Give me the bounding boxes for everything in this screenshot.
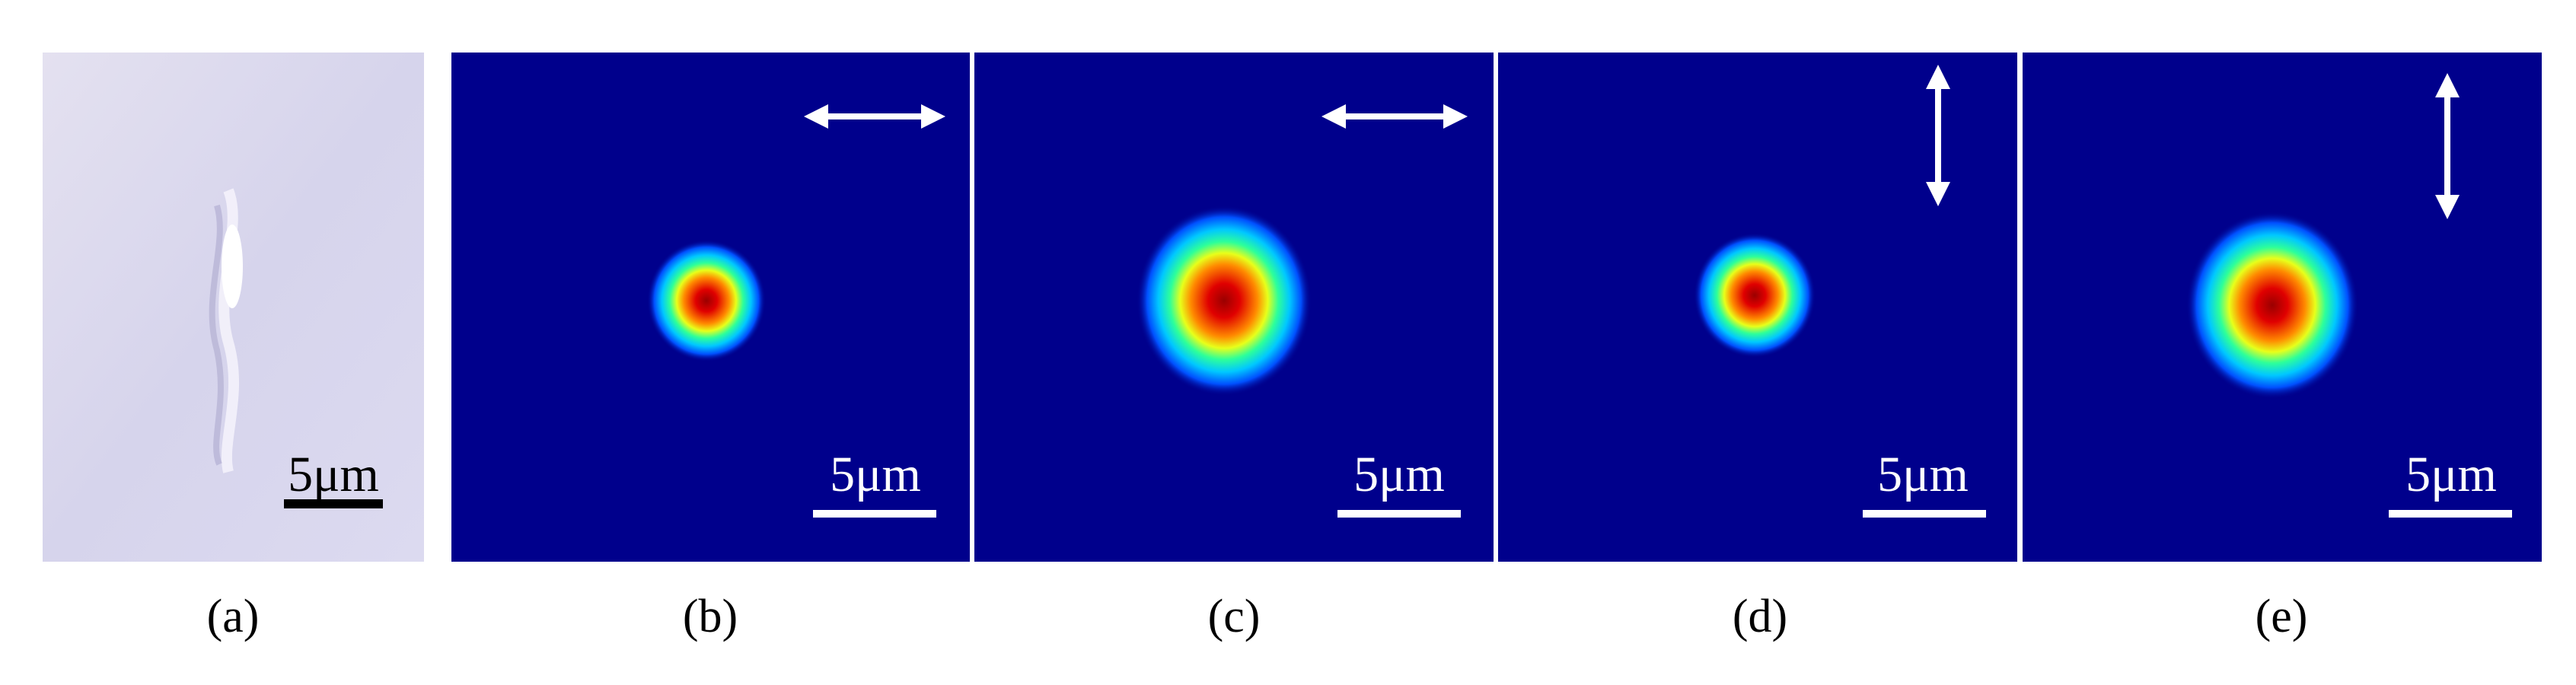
scale-bar xyxy=(1337,510,1461,518)
defect-shadow xyxy=(209,204,224,466)
panel-b: 5μm (b) xyxy=(451,53,970,642)
panel-label: (a) xyxy=(207,591,260,642)
scale-bar-label: 5μm xyxy=(288,447,379,502)
panel-label: (b) xyxy=(683,591,738,642)
scale-bar-label: 5μm xyxy=(830,447,921,502)
scale-bar xyxy=(1863,510,1986,518)
beam-spot xyxy=(1694,233,1816,358)
defect-highlight xyxy=(222,225,243,308)
panel-d: 5μm (d) xyxy=(1498,53,2017,642)
beam-spot xyxy=(647,240,766,362)
scale-bar-label: 5μm xyxy=(1353,447,1445,502)
scale-bar xyxy=(813,510,936,518)
beam-spot xyxy=(2186,212,2358,399)
panel-label: (e) xyxy=(2256,591,2308,642)
panel-label: (c) xyxy=(1208,591,1261,642)
scale-bar xyxy=(2389,510,2512,518)
panel-a: 5μm (a) xyxy=(43,53,424,642)
panel-label: (d) xyxy=(1733,591,1787,642)
scale-bar-label: 5μm xyxy=(1877,447,1969,502)
scale-bar xyxy=(284,499,383,508)
scale-bar-label: 5μm xyxy=(2405,447,2497,502)
panel-e: 5μm (e) xyxy=(2023,53,2542,642)
beam-spot xyxy=(1137,206,1312,396)
panel-c: 5μm (c) xyxy=(974,53,1494,642)
